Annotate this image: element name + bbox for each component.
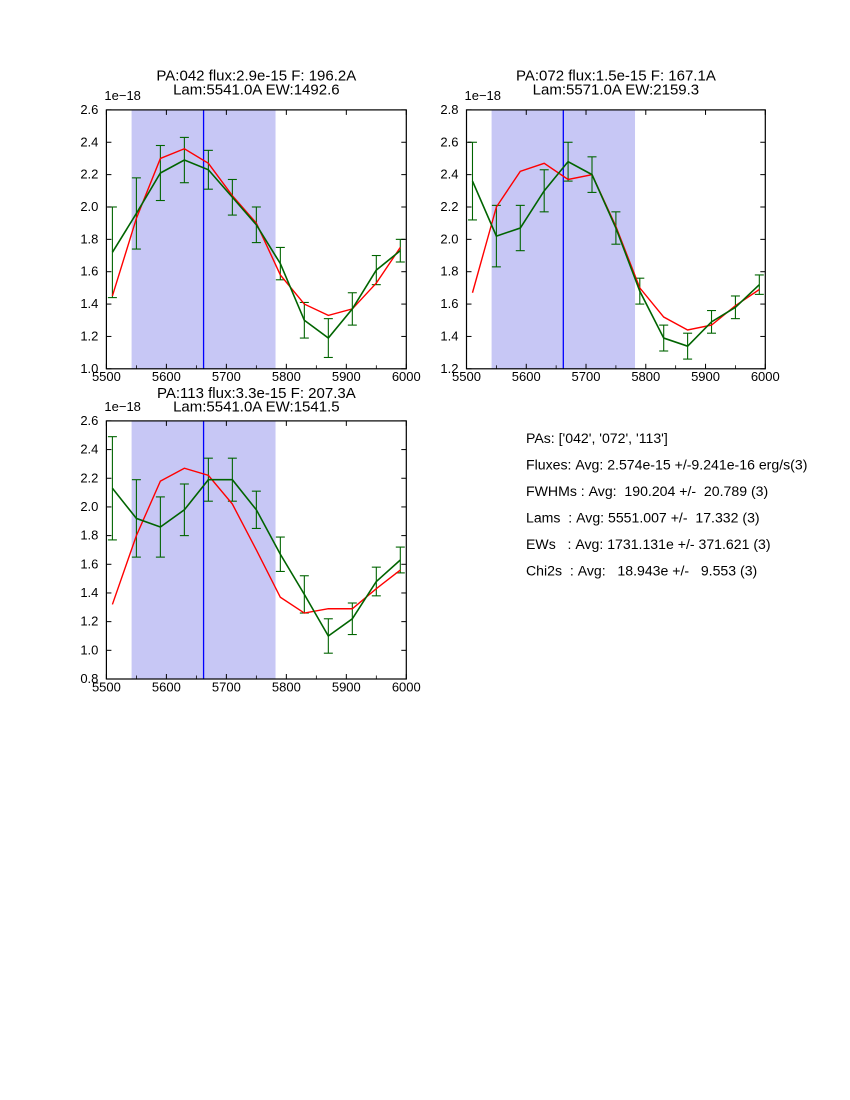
svg-text:2.8: 2.8 bbox=[440, 102, 458, 117]
svg-text:5800: 5800 bbox=[272, 369, 301, 384]
svg-text:Lam:5571.0A EW:2159.3: Lam:5571.0A EW:2159.3 bbox=[533, 82, 700, 99]
svg-text:2.2: 2.2 bbox=[440, 199, 458, 214]
svg-text:5800: 5800 bbox=[631, 369, 660, 384]
svg-text:2.4: 2.4 bbox=[80, 442, 98, 457]
svg-text:1.8: 1.8 bbox=[80, 528, 98, 543]
svg-text:FWHMs : Avg: 190.204 +/- 20.: FWHMs : Avg: 190.204 +/- 20.789 (3) bbox=[526, 483, 768, 499]
svg-text:5900: 5900 bbox=[332, 369, 361, 384]
svg-text:1.4: 1.4 bbox=[80, 585, 98, 600]
svg-text:2.2: 2.2 bbox=[80, 167, 98, 182]
svg-text:PAs: ['042', '072', '113']: PAs: ['042', '072', '113'] bbox=[526, 430, 668, 446]
svg-text:2.0: 2.0 bbox=[80, 199, 98, 214]
svg-text:2.4: 2.4 bbox=[440, 167, 458, 182]
svg-text:Chi2s : Avg: 18.943e +/-: Chi2s : Avg: 18.943e +/- 9.553 (3) bbox=[526, 563, 757, 579]
svg-text:2.4: 2.4 bbox=[80, 134, 98, 149]
svg-text:2.0: 2.0 bbox=[440, 231, 458, 246]
svg-text:5500: 5500 bbox=[92, 679, 121, 694]
svg-text:2.6: 2.6 bbox=[80, 413, 98, 428]
svg-text:1.4: 1.4 bbox=[440, 328, 458, 343]
svg-text:1.4: 1.4 bbox=[80, 296, 98, 311]
svg-text:6000: 6000 bbox=[392, 679, 421, 694]
svg-text:1.2: 1.2 bbox=[80, 614, 98, 629]
svg-text:5900: 5900 bbox=[332, 679, 361, 694]
svg-text:1.0: 1.0 bbox=[80, 642, 98, 657]
svg-text:1.8: 1.8 bbox=[80, 231, 98, 246]
svg-text:2.6: 2.6 bbox=[80, 102, 98, 117]
svg-text:Lam:5541.0A EW:1492.6: Lam:5541.0A EW:1492.6 bbox=[173, 82, 340, 99]
svg-text:1e−18: 1e−18 bbox=[104, 399, 141, 414]
svg-text:5900: 5900 bbox=[691, 369, 720, 384]
svg-text:5800: 5800 bbox=[272, 679, 301, 694]
svg-text:2.0: 2.0 bbox=[80, 499, 98, 514]
svg-text:5500: 5500 bbox=[92, 369, 121, 384]
svg-text:1.6: 1.6 bbox=[80, 264, 98, 279]
svg-text:5600: 5600 bbox=[152, 679, 181, 694]
svg-text:5500: 5500 bbox=[452, 369, 481, 384]
svg-text:6000: 6000 bbox=[751, 369, 780, 384]
svg-text:1.6: 1.6 bbox=[440, 296, 458, 311]
svg-text:6000: 6000 bbox=[392, 369, 421, 384]
svg-text:5700: 5700 bbox=[212, 679, 241, 694]
svg-text:1e−18: 1e−18 bbox=[465, 88, 502, 103]
svg-text:EWs : Avg: 1731.131e +/- 371: EWs : Avg: 1731.131e +/- 371.621 (3) bbox=[526, 536, 771, 552]
svg-text:2.6: 2.6 bbox=[440, 134, 458, 149]
svg-text:5700: 5700 bbox=[212, 369, 241, 384]
svg-text:5600: 5600 bbox=[152, 369, 181, 384]
svg-text:5700: 5700 bbox=[572, 369, 601, 384]
svg-text:2.2: 2.2 bbox=[80, 470, 98, 485]
svg-text:1.8: 1.8 bbox=[440, 264, 458, 279]
svg-text:5600: 5600 bbox=[512, 369, 541, 384]
svg-text:1.6: 1.6 bbox=[80, 556, 98, 571]
svg-text:Fluxes: Avg: 2.574e-15 +/-9.24: Fluxes: Avg: 2.574e-15 +/-9.241e-16 erg/… bbox=[526, 457, 807, 473]
svg-text:1e−18: 1e−18 bbox=[104, 88, 141, 103]
svg-text:1.2: 1.2 bbox=[80, 328, 98, 343]
svg-text:Lams : Avg: 5551.007 +/- 17.: Lams : Avg: 5551.007 +/- 17.332 (3) bbox=[526, 510, 760, 526]
svg-text:Lam:5541.0A EW:1541.5: Lam:5541.0A EW:1541.5 bbox=[173, 399, 340, 416]
